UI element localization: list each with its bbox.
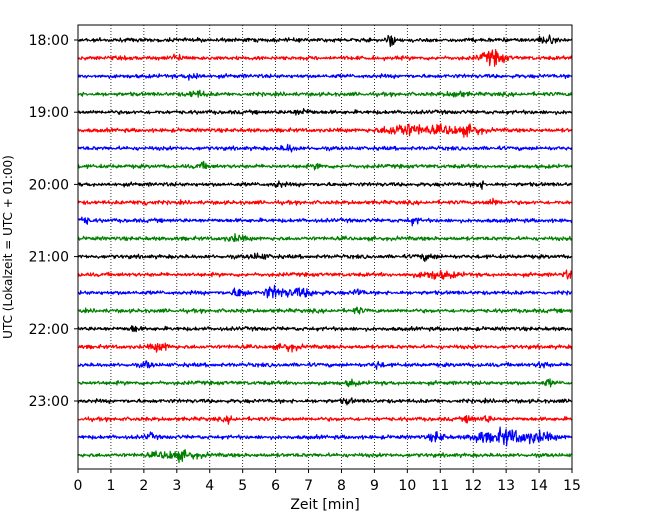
trace-1945 xyxy=(77,160,573,171)
trace-2030 xyxy=(77,216,573,227)
trace-2145 xyxy=(77,306,573,315)
x-tick-label: 15 xyxy=(563,478,581,494)
trace-2100 xyxy=(77,252,573,263)
y-tick-label: 18:00 xyxy=(29,33,69,49)
trace-2115 xyxy=(77,269,573,280)
x-tick-label: 9 xyxy=(370,478,379,494)
trace-1915 xyxy=(77,123,573,138)
grid-lines xyxy=(110,25,540,469)
trace-2000 xyxy=(77,180,573,190)
trace-2245 xyxy=(77,378,573,388)
x-tick-label: 14 xyxy=(530,478,548,494)
trace-1930 xyxy=(77,143,573,153)
trace-1815 xyxy=(77,48,573,67)
x-tick-label: 12 xyxy=(464,478,482,494)
trace-2230 xyxy=(77,360,573,370)
y-ticks: 18:00 19:00 20:00 21:00 22:00 23:00 xyxy=(29,33,78,410)
x-ticks: 0 1 2 3 4 5 6 7 8 9 10 11 12 13 14 15 xyxy=(74,469,581,494)
trace-2215 xyxy=(77,342,573,353)
trace-1830 xyxy=(77,72,573,81)
x-tick-label: 10 xyxy=(398,478,416,494)
x-tick-label: 4 xyxy=(205,478,214,494)
x-tick-label: 1 xyxy=(106,478,115,494)
y-tick-label: 22:00 xyxy=(29,322,69,338)
x-tick-label: 11 xyxy=(431,478,449,494)
x-tick-label: 2 xyxy=(139,478,148,494)
trace-2045 xyxy=(77,233,573,243)
y-tick-label: 20:00 xyxy=(29,177,69,193)
y-axis-label: UTC (Lokalzeit = UTC + 01:00) xyxy=(1,155,15,339)
x-tick-label: 7 xyxy=(304,478,313,494)
trace-2300 xyxy=(77,397,573,406)
y-tick-label: 21:00 xyxy=(29,250,69,266)
trace-2200 xyxy=(77,325,573,333)
trace-2345 xyxy=(77,449,573,464)
x-tick-label: 6 xyxy=(271,478,280,494)
trace-1845 xyxy=(77,89,573,98)
trace-1900 xyxy=(77,108,573,116)
plot-frame xyxy=(77,24,573,470)
x-tick-label: 8 xyxy=(337,478,346,494)
x-tick-label: 5 xyxy=(238,478,247,494)
x-tick-label: 0 xyxy=(74,478,83,494)
y-tick-label: 19:00 xyxy=(29,105,69,121)
x-tick-label: 3 xyxy=(172,478,181,494)
trace-2015 xyxy=(77,197,573,206)
x-axis-label: Zeit [min] xyxy=(290,497,359,513)
y-tick-label: 23:00 xyxy=(29,394,69,410)
trace-2130 xyxy=(77,284,573,299)
x-tick-label: 13 xyxy=(497,478,515,494)
trace-2315 xyxy=(77,414,573,425)
trace-1800 xyxy=(77,34,573,48)
seismic-traces xyxy=(77,34,573,464)
trace-2330 xyxy=(77,426,573,447)
